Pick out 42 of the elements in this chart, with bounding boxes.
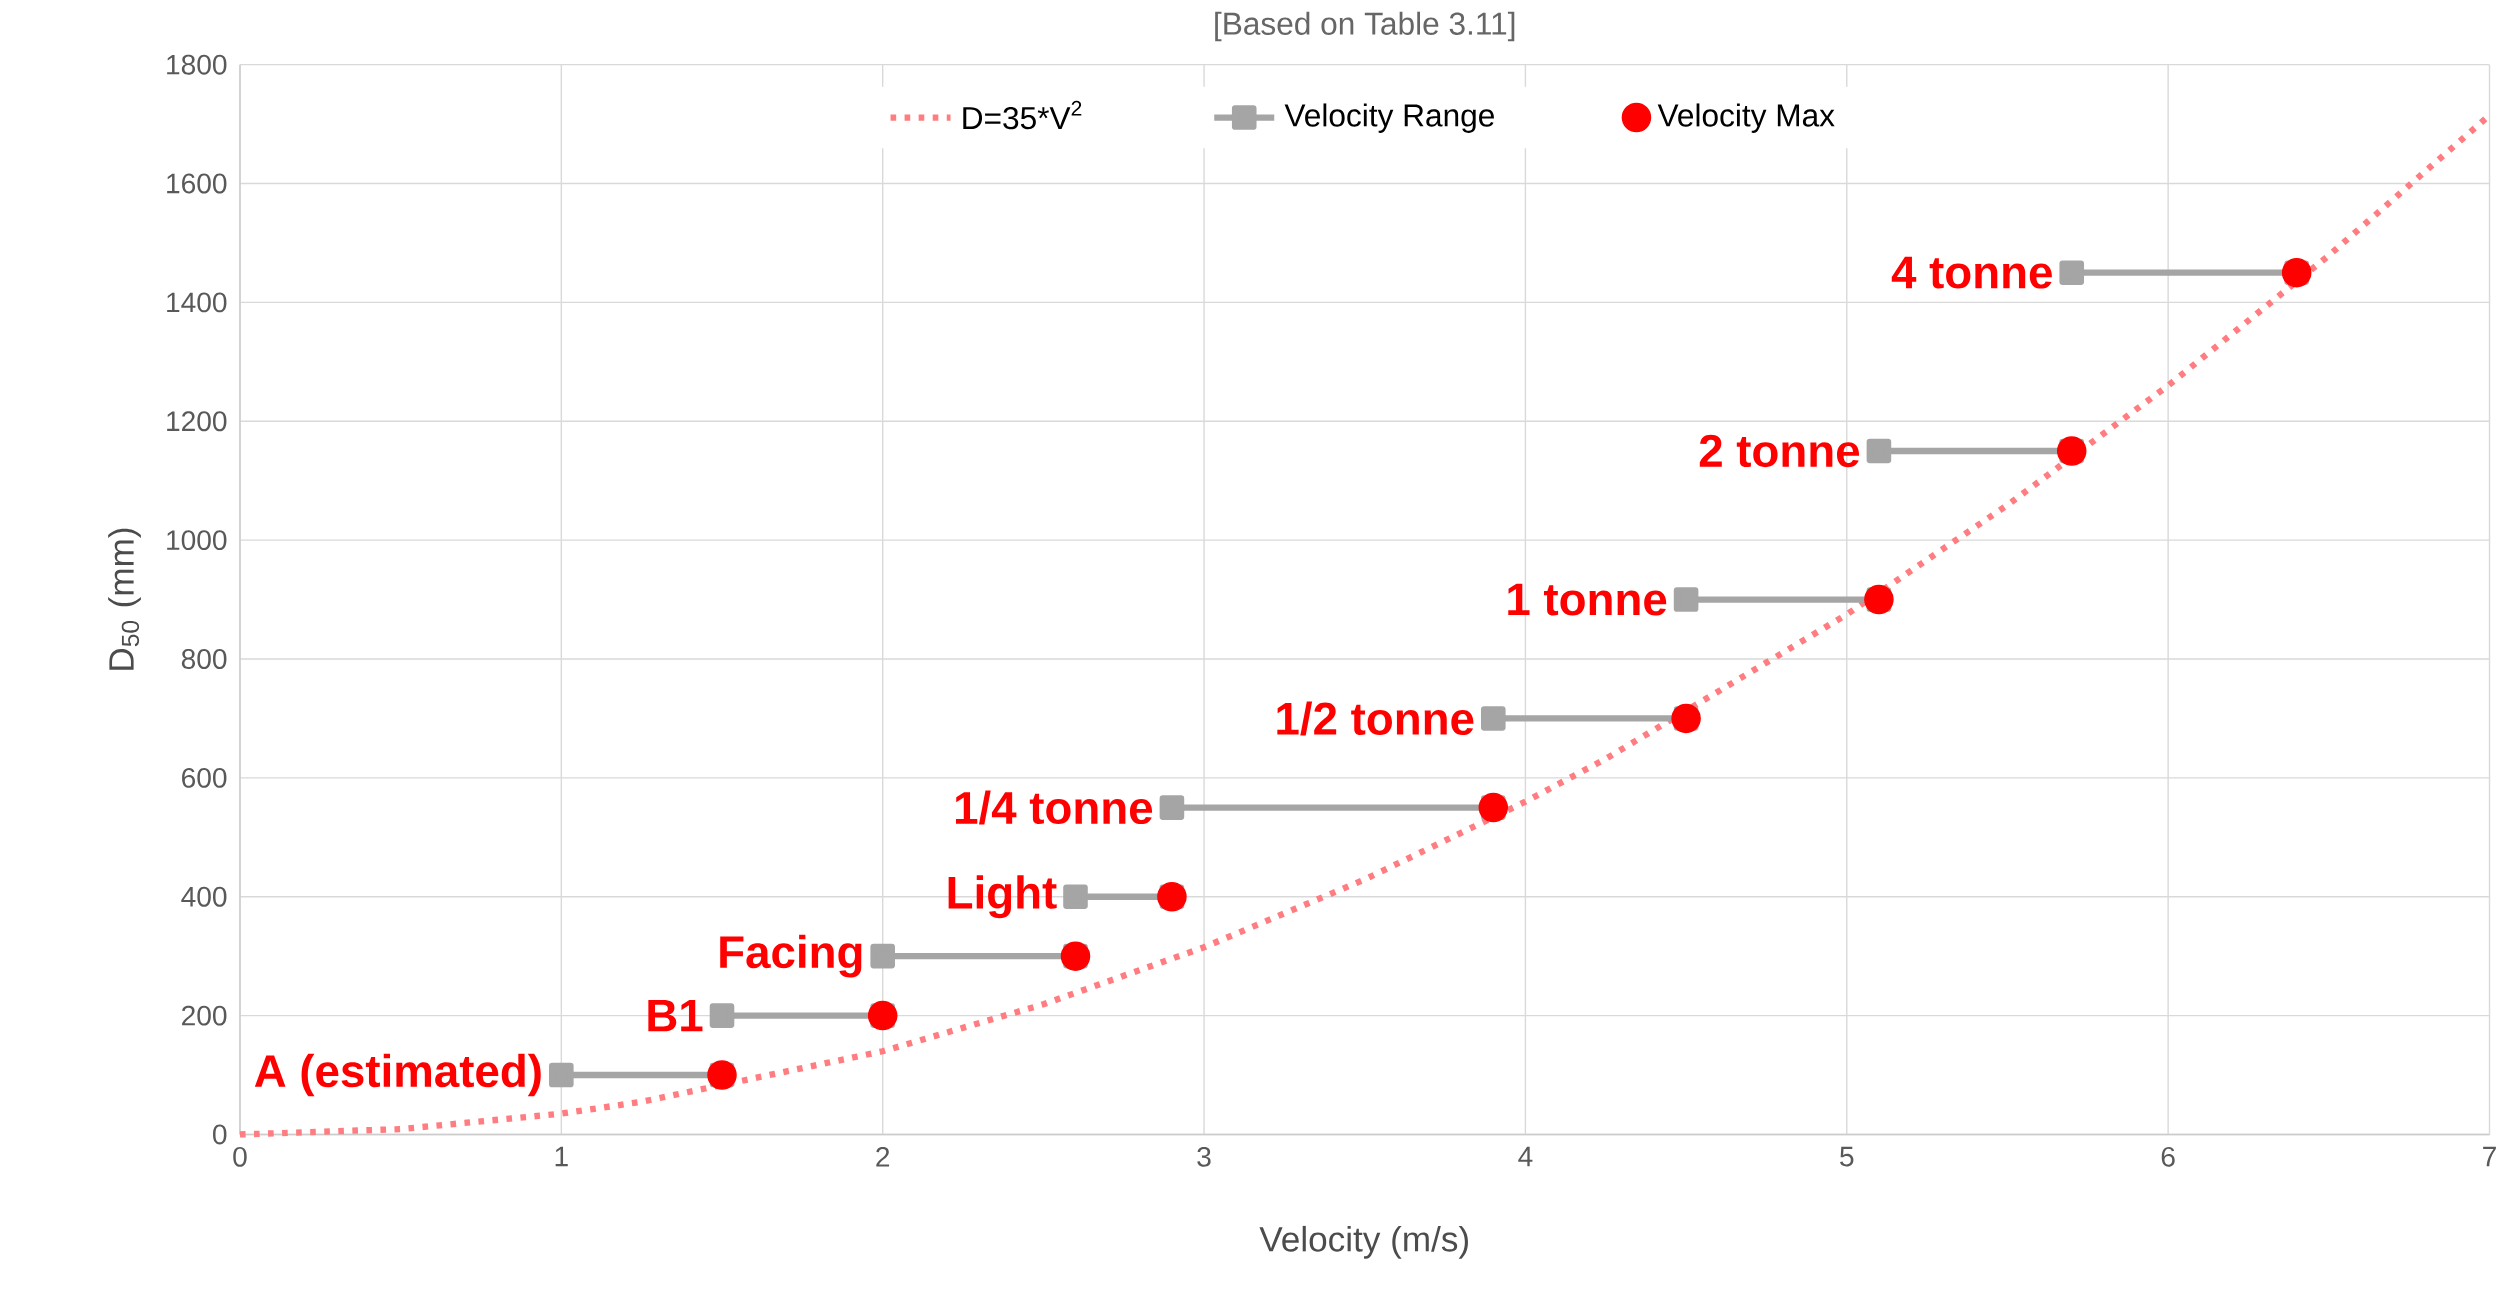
point — [1159, 795, 1185, 820]
point — [1866, 438, 1892, 464]
x-tick-label: 2 — [876, 1146, 890, 1167]
y-tick-label: 1600 — [167, 173, 227, 194]
x-axis-title: Velocity (m/s) — [1259, 1225, 1468, 1259]
annotation: 1/4 tonne — [955, 790, 1153, 825]
legend-label: Velocity Range — [1284, 103, 1494, 133]
annotation: 1 tonne — [1508, 583, 1667, 616]
annotation: 4 tonne — [1891, 256, 2052, 289]
x-tick-label: 3 — [1197, 1146, 1211, 1167]
y-tick-label: 600 — [182, 767, 227, 788]
annotation: A (estimated) — [254, 1053, 541, 1097]
point — [709, 1003, 735, 1028]
x-tick-label: 5 — [1840, 1146, 1854, 1167]
annotation: B1 — [648, 999, 703, 1032]
annotation: 1/2 tonne — [1277, 701, 1474, 736]
point — [1480, 705, 1506, 731]
x-tick-label: 0 — [233, 1146, 247, 1167]
point — [1063, 884, 1088, 909]
point — [549, 1062, 574, 1088]
y-tick-label: 0 — [213, 1124, 227, 1145]
y-tick-label: 1800 — [167, 54, 227, 75]
point — [1673, 587, 1699, 612]
y-tick-label: 200 — [182, 1005, 227, 1026]
annotation: 2 tonne — [1699, 434, 1860, 467]
point — [870, 943, 895, 969]
x-tick-label: 6 — [2161, 1146, 2175, 1167]
x-tick-label: 4 — [1518, 1146, 1533, 1166]
x-tick-label: 7 — [2483, 1146, 2496, 1166]
legend-label: D=35*V$^{2}$ — [963, 100, 1082, 130]
chart-subtitle: [Based on Table 3.11] — [1215, 11, 1515, 41]
y-tick-label: 1400 — [167, 292, 227, 313]
annotation: Light — [948, 875, 1057, 918]
x-tick-label: 1 — [555, 1146, 568, 1166]
y-tick-label: 1200 — [167, 411, 227, 432]
y-tick-label: 800 — [181, 648, 227, 669]
y-tick-label: 400 — [181, 886, 227, 907]
legend-label: Velocity Max — [1657, 103, 1835, 133]
point — [2059, 260, 2085, 285]
y-tick-label: 1000 — [167, 529, 227, 550]
y-axis-title: D$_{50}$ (mm) — [108, 528, 141, 670]
annotation: Facing — [720, 934, 862, 978]
